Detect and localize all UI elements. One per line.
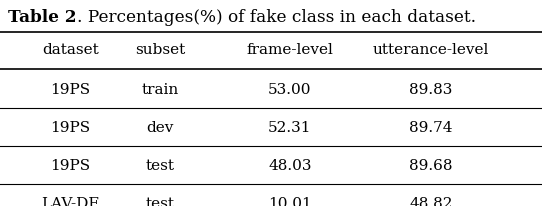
Text: 89.68: 89.68 xyxy=(409,159,453,173)
Text: LAV-DF: LAV-DF xyxy=(42,197,99,206)
Text: 10.01: 10.01 xyxy=(268,197,312,206)
Text: 48.03: 48.03 xyxy=(268,159,312,173)
Text: 53.00: 53.00 xyxy=(268,83,312,97)
Text: 19PS: 19PS xyxy=(50,83,91,97)
Text: utterance-level: utterance-level xyxy=(373,43,489,57)
Text: 52.31: 52.31 xyxy=(268,121,312,135)
Text: 48.82: 48.82 xyxy=(409,197,453,206)
Text: . Percentages(%) of fake class in each dataset.: . Percentages(%) of fake class in each d… xyxy=(76,9,476,26)
Text: train: train xyxy=(141,83,178,97)
Text: 89.83: 89.83 xyxy=(409,83,453,97)
Text: Table 2: Table 2 xyxy=(8,9,76,26)
Text: 19PS: 19PS xyxy=(50,159,91,173)
Text: dataset: dataset xyxy=(42,43,99,57)
Text: dev: dev xyxy=(146,121,173,135)
Text: subset: subset xyxy=(135,43,185,57)
Text: test: test xyxy=(145,197,175,206)
Text: test: test xyxy=(145,159,175,173)
Text: 19PS: 19PS xyxy=(50,121,91,135)
Text: 89.74: 89.74 xyxy=(409,121,453,135)
Text: frame-level: frame-level xyxy=(247,43,333,57)
